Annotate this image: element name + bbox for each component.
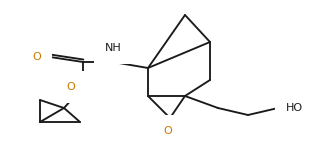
Text: O: O	[164, 126, 172, 136]
Text: O: O	[32, 52, 41, 62]
Text: HO: HO	[286, 103, 303, 113]
Text: NH: NH	[105, 43, 122, 53]
Text: O: O	[66, 82, 75, 92]
